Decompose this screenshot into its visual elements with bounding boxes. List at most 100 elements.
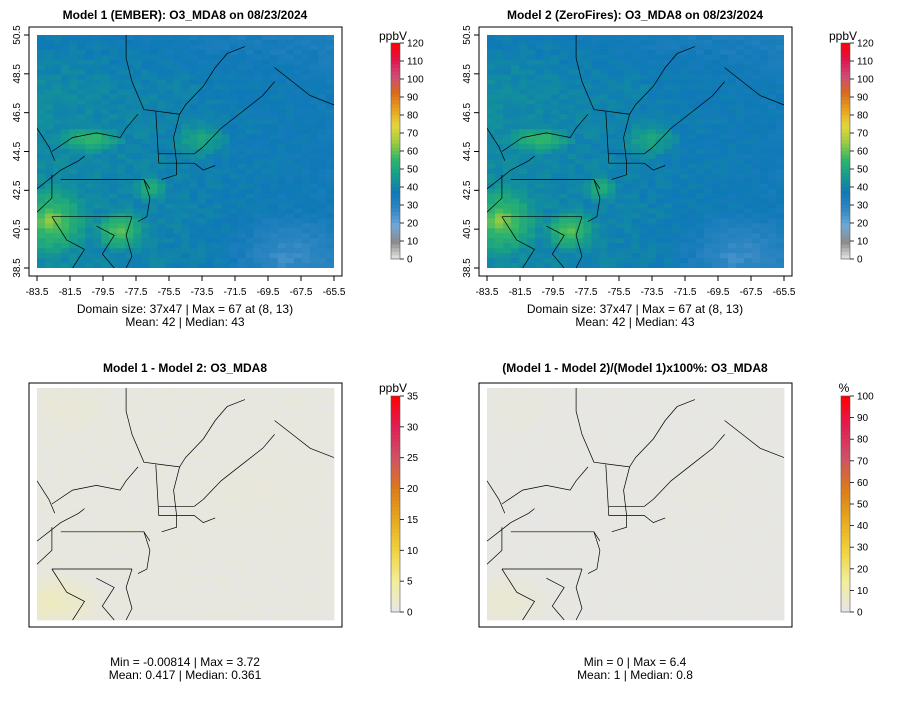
grid-cell [623, 258, 632, 264]
grid-cell [535, 64, 544, 71]
grid-cell [591, 44, 600, 51]
colorbar-tick-label: 0 [857, 255, 863, 266]
grid-cell [527, 158, 536, 165]
grid-cell [101, 144, 110, 150]
grid-cell [519, 208, 528, 214]
grid-cell [687, 173, 697, 180]
grid-cell [269, 35, 279, 41]
grid-cell [245, 462, 255, 468]
grid-cell [679, 59, 689, 66]
grid-cell [695, 178, 705, 185]
grid-cell [213, 168, 223, 175]
grid-cell [775, 114, 784, 120]
grid-cell [173, 516, 182, 522]
grid-cell [575, 99, 584, 105]
grid-cell [511, 124, 520, 130]
grid-cell [631, 64, 640, 71]
grid-cell [527, 198, 536, 204]
grid-cell [205, 188, 214, 195]
grid-cell [141, 158, 150, 165]
grid-cell [671, 153, 681, 160]
grid-cell [165, 253, 174, 259]
grid-cell [125, 84, 134, 90]
grid-cell [269, 486, 279, 493]
grid-cell [277, 466, 287, 473]
grid-cell [181, 104, 190, 110]
grid-cell [751, 178, 761, 185]
grid-cell [293, 149, 303, 155]
grid-cell [735, 114, 745, 120]
grid-cell [197, 422, 206, 428]
grid-cell [133, 129, 142, 135]
grid-cell [325, 198, 334, 204]
grid-cell [317, 258, 327, 264]
grid-cell [45, 253, 54, 259]
grid-cell [527, 79, 536, 85]
grid-cell [269, 407, 279, 414]
grid-cell [759, 158, 769, 165]
grid-cell [125, 452, 134, 458]
grid-cell [269, 213, 279, 219]
grid-cell [269, 263, 279, 268]
grid-cell [205, 496, 214, 502]
grid-cell [61, 481, 70, 488]
grid-cell [487, 203, 496, 209]
grid-cell [125, 238, 134, 244]
grid-cell [205, 74, 214, 81]
grid-cell [45, 486, 54, 493]
grid-cell [45, 59, 54, 66]
colorbar-segment [391, 237, 400, 242]
grid-cell [575, 248, 584, 254]
grid-cell [133, 238, 142, 244]
grid-cell [221, 49, 231, 56]
grid-cell [69, 447, 78, 453]
grid-cell [639, 119, 648, 125]
grid-cell [703, 44, 713, 51]
grid-cell [599, 228, 608, 234]
grid-cell [53, 54, 62, 61]
grid-cell [149, 481, 158, 488]
grid-cell [775, 218, 784, 224]
grid-cell [535, 79, 544, 85]
grid-cell [269, 253, 279, 259]
grid-cell [759, 139, 769, 145]
grid-cell [189, 248, 198, 254]
grid-cell [719, 64, 729, 71]
grid-cell [735, 59, 745, 66]
grid-cell [181, 203, 190, 209]
grid-cell [173, 74, 182, 81]
grid-cell [615, 228, 624, 234]
grid-cell [655, 35, 664, 41]
grid-cell [245, 188, 255, 195]
grid-cell [647, 64, 656, 71]
grid-cell [245, 213, 255, 219]
grid-cell [767, 178, 777, 185]
grid-cell [253, 163, 263, 170]
grid-cell [687, 263, 697, 268]
grid-cell [727, 69, 737, 76]
grid-cell [575, 114, 584, 120]
grid-cell [53, 531, 62, 537]
grid-cell [269, 208, 279, 214]
grid-cell [229, 243, 239, 249]
grid-cell [197, 536, 206, 542]
grid-cell [575, 139, 584, 145]
grid-cell [205, 452, 214, 458]
grid-cell [487, 129, 496, 135]
grid-cell [45, 412, 54, 419]
grid-cell [205, 193, 214, 199]
grid-cell [125, 526, 134, 532]
grid-cell [735, 64, 745, 71]
grid-cell [117, 452, 126, 458]
grid-cell [487, 178, 496, 185]
grid-cell [503, 129, 512, 135]
grid-cell [93, 506, 102, 512]
grid-cell [253, 491, 263, 497]
grid-cell [109, 506, 118, 512]
grid-cell [269, 158, 279, 165]
grid-cell [567, 49, 576, 56]
grid-cell [293, 412, 303, 419]
grid-cell [157, 198, 166, 204]
grid-cell [109, 402, 118, 409]
grid-cell [511, 153, 520, 160]
